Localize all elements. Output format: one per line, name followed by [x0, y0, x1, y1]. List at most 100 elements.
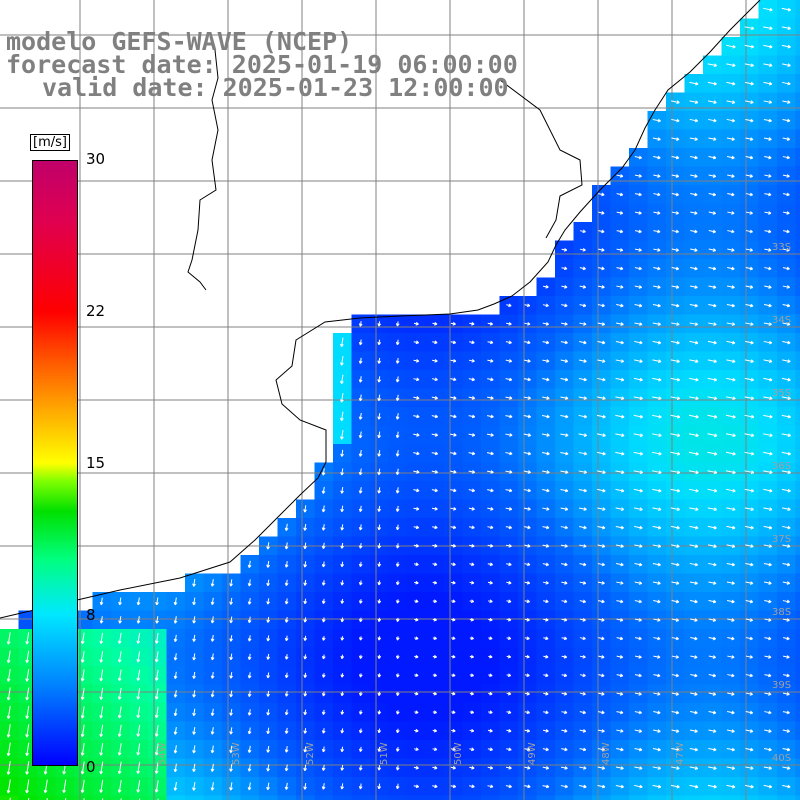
wind-arrow [670, 507, 681, 512]
wind-arrow [413, 433, 420, 437]
wind-cell [795, 703, 800, 723]
wind-arrow [469, 562, 475, 567]
wind-arrow [413, 377, 420, 382]
wind-arrow [154, 633, 159, 644]
wind-cell [795, 444, 800, 464]
wind-arrow [266, 542, 270, 550]
wind-arrow [469, 673, 474, 678]
wind-arrow [782, 118, 791, 123]
wind-arrow [782, 155, 790, 160]
wind-arrow [542, 284, 549, 289]
wind-arrow [117, 761, 122, 775]
wind-arrow [340, 468, 344, 476]
wind-arrow [303, 746, 308, 753]
wind-arrow [707, 340, 717, 345]
wind-arrow [690, 618, 698, 622]
wind-arrow [488, 636, 493, 641]
wind-arrow [542, 728, 549, 733]
wind-arrow [414, 691, 419, 696]
wind-arrow [80, 651, 85, 663]
wind-arrow [266, 727, 270, 735]
wind-arrow [340, 356, 344, 366]
wind-arrow [99, 724, 104, 738]
wind-arrow [781, 507, 791, 511]
wind-arrow [506, 673, 512, 678]
wind-arrow [377, 710, 382, 715]
wind-arrow [99, 669, 104, 682]
wind-arrow [321, 561, 326, 568]
wind-arrow [671, 766, 680, 770]
wind-arrow [413, 321, 419, 326]
wind-arrow [431, 396, 438, 400]
wind-arrow [303, 523, 307, 531]
wind-arrow [579, 747, 587, 752]
wind-arrow [689, 303, 698, 308]
wind-arrow [598, 266, 605, 271]
wind-arrow [377, 321, 382, 327]
wind-arrow [413, 414, 420, 419]
wind-arrow [763, 303, 772, 308]
wind-arrow [708, 229, 717, 234]
coastline [0, 0, 761, 619]
wind-arrow [560, 470, 569, 474]
wind-arrow [615, 322, 624, 326]
wind-arrow [707, 414, 718, 419]
wind-arrow [488, 710, 493, 715]
wind-arrow [616, 192, 624, 197]
wind-arrow [358, 765, 363, 771]
wind-arrow [154, 651, 159, 663]
wind-arrow [727, 655, 735, 659]
wind-arrow [707, 377, 718, 382]
wind-arrow [671, 544, 680, 548]
wind-arrow [154, 743, 159, 756]
wind-arrow [634, 636, 642, 641]
wind-arrow [523, 414, 532, 419]
wind-arrow [173, 653, 178, 661]
wind-arrow [597, 729, 605, 733]
wind-arrow [689, 137, 698, 141]
wind-arrow [653, 266, 661, 271]
wind-arrow [542, 766, 550, 770]
wind-arrow [210, 763, 215, 772]
wind-arrow [670, 359, 680, 363]
wind-cell [795, 222, 800, 242]
wind-arrow [708, 599, 717, 604]
wind-arrow [173, 690, 178, 698]
wind-arrow [523, 433, 532, 437]
wind-arrow [671, 266, 680, 271]
wind-arrow [303, 505, 307, 513]
wind-cell [795, 462, 800, 482]
wind-arrow [652, 747, 661, 752]
wind-arrow [468, 451, 476, 456]
wind-arrow [616, 655, 624, 659]
wind-arrow [745, 118, 754, 123]
wind-arrow [451, 710, 456, 715]
wind-arrow [321, 598, 326, 604]
wind-arrow [284, 617, 289, 623]
wind-arrow [726, 396, 736, 401]
wind-arrow [413, 506, 420, 511]
wind-arrow [634, 248, 642, 252]
wind-arrow [210, 690, 215, 698]
wind-arrow [726, 507, 736, 512]
wind-arrow [633, 359, 643, 363]
wind-arrow [340, 505, 344, 513]
wind-arrow [395, 599, 400, 604]
wind-arrow [726, 285, 735, 289]
wind-arrow [432, 340, 438, 345]
wind-arrow [432, 321, 438, 326]
wind-arrow [579, 581, 587, 585]
wind-arrow [192, 671, 196, 679]
wind-cell [795, 777, 800, 797]
wind-arrow [671, 618, 680, 622]
wind-arrow [395, 468, 400, 476]
wind-cell [795, 647, 800, 667]
wind-arrow [782, 710, 790, 715]
wind-arrow [542, 396, 550, 400]
wind-arrow [340, 764, 345, 771]
wind-arrow [99, 761, 104, 775]
wind-arrow [763, 377, 773, 382]
wind-arrow [689, 155, 698, 160]
wind-cell [444, 795, 464, 800]
